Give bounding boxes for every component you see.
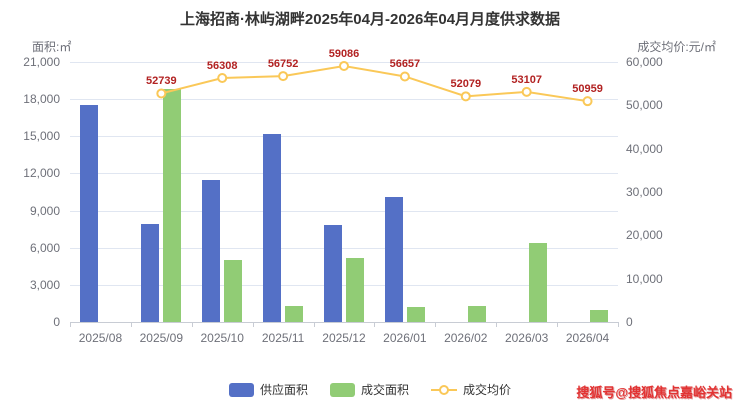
line-marker-dot <box>439 384 449 395</box>
x-axis-tick <box>374 322 376 327</box>
supply-area-bar <box>202 179 221 322</box>
y-axis-tick-left: 6,000 <box>29 240 60 255</box>
avg-price-label: 53107 <box>511 73 542 86</box>
chart-title: 上海招商·林屿湖畔2025年04月-2026年04月月度供求数据 <box>179 11 561 28</box>
right-axis-name: 成交均价:元/㎡ <box>637 40 716 54</box>
x-axis-tick <box>557 322 559 327</box>
x-axis-tick <box>252 322 254 327</box>
watermark-text: 搜狐号@搜狐焦点嘉峪关站 <box>576 385 732 400</box>
x-axis-label: 2026/04 <box>565 331 610 345</box>
grid-line <box>70 62 618 63</box>
avg-price-label: 56752 <box>267 58 299 71</box>
deal-area-bar <box>285 305 304 322</box>
grid-line <box>70 173 618 175</box>
supply-area-bar <box>324 225 342 322</box>
avg-price-label: 52079 <box>450 78 482 91</box>
y-axis-tick-left: 15,000 <box>23 129 60 144</box>
avg-price-point <box>339 60 349 71</box>
x-axis-label: 2026/02 <box>444 331 488 345</box>
deal-area-bar <box>346 257 364 322</box>
x-axis-tick <box>70 322 71 327</box>
avg-price-point <box>521 86 532 97</box>
y-axis-tick-right: 10,000 <box>626 271 663 286</box>
x-axis-tick <box>191 322 193 327</box>
avg-price-label: 50959 <box>572 83 603 96</box>
x-axis-label: 2025/12 <box>322 331 366 345</box>
y-axis-tick-left: 3,000 <box>29 277 60 292</box>
avg-price-label: 56308 <box>206 59 238 72</box>
x-axis-label: 2026/03 <box>504 331 549 345</box>
y-axis-tick-left: 12,000 <box>23 166 60 181</box>
y-axis-tick-right: 30,000 <box>626 185 663 199</box>
legend-label: 成交均价 <box>463 383 512 397</box>
legend-item-deal-area[interactable]: 成交面积 <box>329 381 409 398</box>
chart-legend: 供应面积 成交面积 成交均价 <box>0 381 740 398</box>
y-axis-tick-right: 40,000 <box>626 141 663 156</box>
left-axis-name: 面积:㎡ <box>32 40 72 54</box>
x-axis-label: 2025/11 <box>261 331 305 345</box>
y-axis-tick-right: 20,000 <box>626 228 663 243</box>
x-axis-line <box>70 322 618 323</box>
deal-area-bar <box>224 260 243 322</box>
legend-label: 成交面积 <box>360 383 409 397</box>
avg-price-label: 52739 <box>146 75 177 88</box>
avg-price-point <box>399 71 410 82</box>
grid-line <box>70 247 618 249</box>
supply-area-bar <box>80 105 99 322</box>
y-axis-tick-right: 50,000 <box>626 98 663 113</box>
deal-area-bar <box>467 305 486 322</box>
x-axis-tick <box>313 322 315 327</box>
supply-area-bar <box>141 224 160 322</box>
avg-price-point <box>278 71 289 82</box>
avg-price-line-icon <box>431 383 457 397</box>
y-axis-tick-right: 60,000 <box>626 55 663 69</box>
grid-line <box>70 99 618 101</box>
deal-area-bar <box>589 309 608 322</box>
x-axis-tick <box>496 322 498 327</box>
y-axis-tick-right: 0 <box>626 315 633 329</box>
grid-line <box>70 284 618 286</box>
x-axis-label: 2025/08 <box>78 331 123 345</box>
legend-item-avg-price[interactable]: 成交均价 <box>431 381 511 398</box>
y-axis-tick-left: 18,000 <box>23 92 60 107</box>
deal-area-bar <box>528 242 547 322</box>
avg-price-point <box>217 72 228 83</box>
grid-line <box>70 210 618 212</box>
deal-area-bar <box>406 307 425 322</box>
supply-area-swatch-icon <box>228 382 254 397</box>
y-axis-tick-left: 0 <box>53 315 60 329</box>
x-axis-tick <box>130 322 132 327</box>
x-axis-label: 2025/10 <box>200 331 244 345</box>
avg-price-label: 56657 <box>389 58 421 71</box>
legend-label: 供应面积 <box>259 383 308 397</box>
supply-area-bar <box>384 196 403 322</box>
deal-area-swatch-icon <box>329 382 355 397</box>
grid-line <box>70 136 618 138</box>
x-axis-label: 2025/09 <box>139 331 183 345</box>
legend-item-supply-area[interactable]: 供应面积 <box>228 381 308 398</box>
x-axis-label: 2026/01 <box>383 331 427 345</box>
x-axis-tick <box>435 322 437 327</box>
x-axis-tick <box>618 322 619 327</box>
deal-area-bar <box>163 89 182 322</box>
avg-price-label: 59086 <box>328 47 360 60</box>
y-axis-tick-left: 21,000 <box>23 55 60 69</box>
supply-area-bar <box>263 133 282 322</box>
y-axis-tick-left: 9,000 <box>29 203 60 218</box>
